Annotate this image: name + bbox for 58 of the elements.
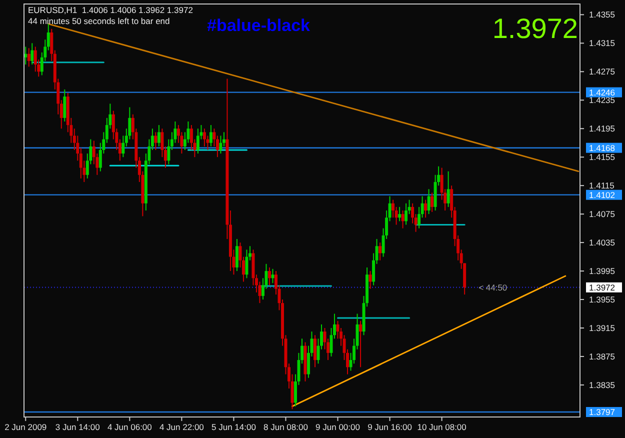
candlestick bbox=[209, 124, 212, 147]
candlestick bbox=[314, 334, 317, 368]
annotation: #balue-black bbox=[207, 16, 311, 35]
y-tick-label: 1.4195 bbox=[589, 124, 616, 134]
candlestick bbox=[30, 42, 34, 66]
y-tick-label: 1.4275 bbox=[589, 66, 616, 77]
candlestick bbox=[27, 48, 30, 68]
x-tick-label: 8 Jun 08:00 bbox=[264, 422, 308, 432]
y-tick-label: 1.4115 bbox=[589, 180, 615, 191]
candlestick bbox=[235, 238, 238, 272]
text: 44 minutes 50 seconds left to bar end bbox=[28, 16, 170, 26]
candlestick bbox=[34, 46, 37, 72]
annotation: 1.3972 bbox=[492, 13, 578, 44]
candlestick bbox=[427, 188, 430, 215]
x-tick-label: 3 Jun 14:00 bbox=[55, 422, 100, 432]
candlestick bbox=[446, 170, 450, 208]
y-tick-label: 1.4235 bbox=[589, 95, 616, 106]
candlestick bbox=[268, 266, 271, 286]
candlestick bbox=[202, 128, 206, 147]
x-tick-label: 4 Jun 22:00 bbox=[159, 422, 204, 432]
x-tick-label: 9 Jun 00:00 bbox=[316, 422, 360, 432]
y-tick-label: 1.3915 bbox=[589, 322, 616, 333]
ref-line-label: 1.3797 bbox=[589, 406, 616, 417]
x-tick-label: 2 Jun 2009 bbox=[4, 422, 47, 432]
y-tick-label: 1.4075 bbox=[589, 209, 616, 220]
candlestick bbox=[219, 135, 222, 154]
y-tick-label: 1.3875 bbox=[589, 351, 616, 362]
candlestick bbox=[398, 206, 402, 222]
x-tick-label: 10 Jun 08:00 bbox=[417, 422, 467, 432]
candlestick bbox=[271, 268, 274, 284]
y-tick-label: 1.4035 bbox=[589, 238, 616, 248]
candlestick bbox=[424, 199, 428, 218]
ref-line-label: 1.4102 bbox=[589, 190, 616, 200]
candlestick bbox=[245, 249, 248, 279]
annotation: < 44:50 bbox=[478, 282, 508, 292]
y-tick-label: 1.3995 bbox=[589, 266, 616, 276]
candlestick bbox=[196, 128, 200, 154]
y-tick-label: 1.4355 bbox=[589, 10, 616, 20]
y-tick-label: 1.4315 bbox=[589, 38, 616, 48]
candlestick bbox=[157, 124, 160, 147]
x-tick-label: 4 Jun 06:00 bbox=[107, 422, 152, 432]
y-tick-label: 1.3835 bbox=[589, 380, 616, 390]
chart-title: EURUSD,H1 1.4006 1.4006 1.3962 1.3972 bbox=[28, 5, 194, 15]
candlestick bbox=[430, 192, 434, 212]
x-tick-label: 5 Jun 14:00 bbox=[212, 422, 256, 432]
y-tick-label: 1.3955 bbox=[589, 294, 616, 304]
candlestick bbox=[154, 132, 158, 150]
candlestick bbox=[404, 202, 408, 226]
candlestick bbox=[368, 270, 372, 290]
candlestick bbox=[359, 320, 362, 368]
ref-line-label: 1.3972 bbox=[589, 282, 616, 292]
candlestick bbox=[378, 242, 382, 261]
x-tick-label: 9 Jun 16:00 bbox=[368, 422, 412, 432]
candlestick bbox=[401, 210, 404, 229]
candlestick bbox=[63, 88, 66, 122]
ref-line-label: 1.4246 bbox=[589, 87, 616, 98]
ref-line-label: 1.4168 bbox=[589, 142, 616, 153]
y-tick-label: 1.4155 bbox=[589, 152, 616, 162]
